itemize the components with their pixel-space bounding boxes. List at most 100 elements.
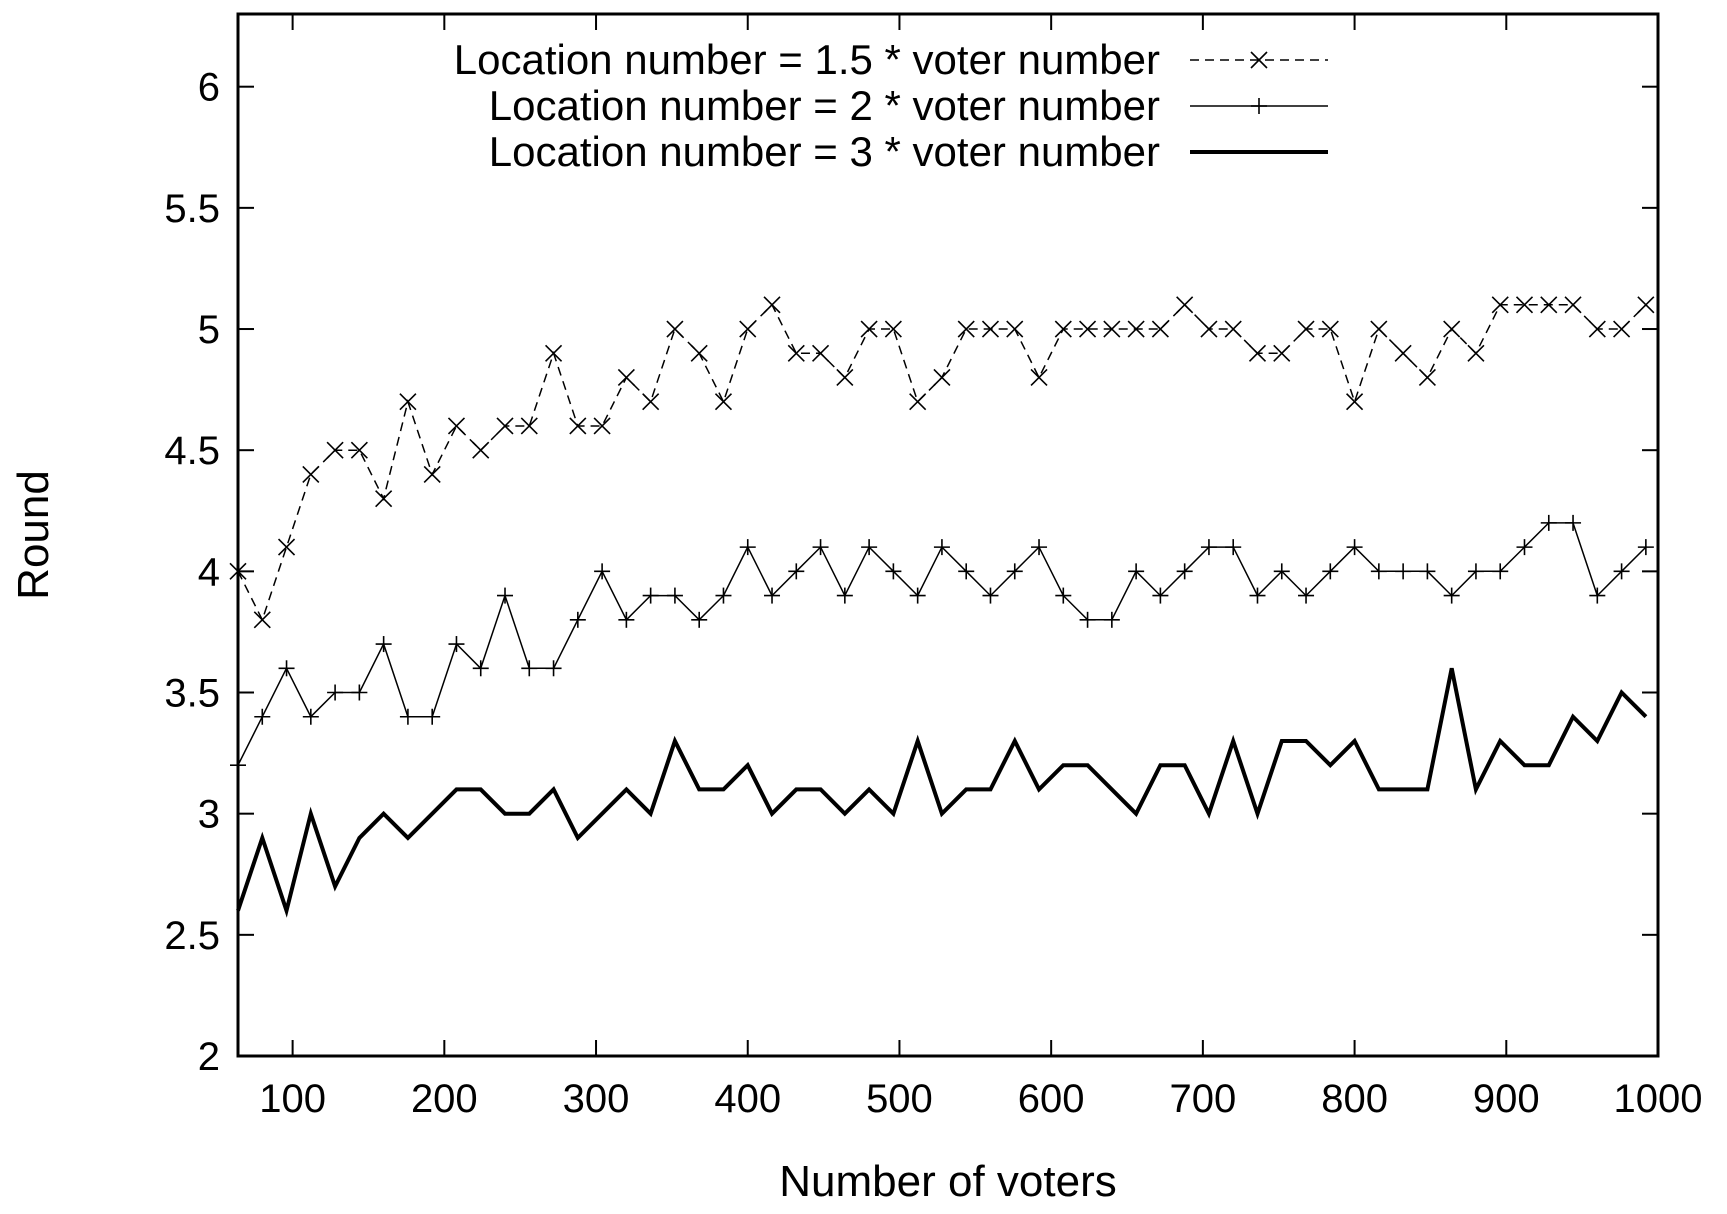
data-point <box>1249 587 1266 604</box>
data-point <box>544 344 563 362</box>
x-tick-label: 600 <box>1018 1077 1085 1121</box>
legend: Location number = 1.5 * voter numberLoca… <box>454 36 1328 175</box>
data-point <box>787 344 805 362</box>
data-point <box>326 441 344 459</box>
legend-label: Location number = 2 * voter number <box>489 82 1160 129</box>
plot-frame <box>236 12 1660 1058</box>
data-point <box>1540 514 1557 531</box>
data-point <box>884 320 902 338</box>
data-point <box>764 587 781 604</box>
data-point <box>1443 587 1460 604</box>
data-point <box>1540 296 1558 314</box>
series-layer <box>229 296 1655 918</box>
data-point <box>1515 296 1534 314</box>
data-point <box>739 539 756 556</box>
data-point <box>933 539 950 556</box>
data-point <box>1467 563 1484 580</box>
data-point <box>545 660 562 677</box>
y-tick-label: 2.5 <box>164 914 220 958</box>
y-tick-label: 2 <box>198 1035 220 1079</box>
data-point <box>424 708 441 725</box>
data-point <box>909 587 926 604</box>
data-point <box>521 660 538 677</box>
data-point <box>569 417 587 435</box>
data-point <box>399 708 416 725</box>
data-point <box>278 660 295 677</box>
data-point <box>1176 296 1194 314</box>
data-point <box>617 368 635 387</box>
legend-label: Location number = 1.5 * voter number <box>454 36 1160 83</box>
data-point <box>666 320 684 338</box>
data-point <box>253 611 271 629</box>
data-point <box>715 587 732 604</box>
data-point <box>1418 368 1436 387</box>
data-point <box>1031 539 1048 556</box>
data-point <box>399 393 417 411</box>
data-point <box>1079 611 1096 628</box>
data-point <box>1370 320 1388 338</box>
data-point <box>1128 563 1145 580</box>
data-point <box>351 684 368 701</box>
x-tick-label: 200 <box>411 1077 478 1121</box>
data-point <box>1273 344 1291 362</box>
x-tick-label: 300 <box>563 1077 630 1121</box>
data-point <box>1492 563 1509 580</box>
data-point <box>1613 563 1630 580</box>
data-point <box>933 368 951 387</box>
y-tick-label: 3.5 <box>164 672 220 716</box>
data-point <box>472 660 489 677</box>
y-tick-label: 4.5 <box>164 429 220 473</box>
data-point <box>1322 563 1339 580</box>
data-point <box>593 417 611 435</box>
data-point <box>1176 563 1193 580</box>
x-tick-label: 900 <box>1473 1077 1540 1121</box>
x-tick-label: 1000 <box>1614 1077 1703 1121</box>
data-point <box>1419 563 1436 580</box>
data-point <box>375 636 392 653</box>
data-point <box>1200 539 1217 556</box>
data-point <box>254 708 271 725</box>
data-point <box>1589 587 1606 604</box>
data-point <box>1516 539 1533 556</box>
data-point <box>472 441 490 459</box>
data-point <box>1346 539 1363 556</box>
data-point <box>1273 563 1290 580</box>
x-tick-label: 700 <box>1169 1077 1236 1121</box>
data-point <box>497 587 514 604</box>
data-point <box>1395 563 1412 580</box>
data-point <box>327 684 344 701</box>
y-axis: 2 2.5 3 3.5 4 4.5 5 5.5 6 <box>164 66 1658 1079</box>
data-point <box>1152 587 1169 604</box>
data-point <box>982 587 999 604</box>
data-point <box>836 587 853 604</box>
data-point <box>1248 344 1267 362</box>
x-axis-label: Number of voters <box>779 1157 1116 1206</box>
data-point <box>1151 320 1169 338</box>
data-point <box>230 757 246 774</box>
series-3 <box>236 667 1648 918</box>
data-point <box>1613 320 1631 338</box>
data-point <box>1298 587 1315 604</box>
data-point <box>909 393 927 411</box>
data-point <box>812 539 829 556</box>
data-point <box>1127 320 1145 338</box>
y-tick-label: 4 <box>198 550 220 594</box>
data-point <box>1394 344 1412 362</box>
data-point <box>447 417 466 435</box>
series-2 <box>230 514 1654 774</box>
y-tick-label: 5.5 <box>164 187 220 231</box>
data-point <box>1200 320 1218 338</box>
legend-marker <box>1250 51 1268 69</box>
data-point <box>885 563 902 580</box>
data-point <box>788 563 805 580</box>
data-point <box>1321 320 1339 338</box>
data-point <box>350 441 368 459</box>
data-point <box>1588 320 1606 338</box>
data-point <box>1346 393 1364 411</box>
data-point <box>691 611 708 628</box>
data-point <box>957 320 975 338</box>
x-tick-label: 100 <box>259 1077 326 1121</box>
x-tick-label: 500 <box>866 1077 933 1121</box>
data-point <box>1491 296 1509 314</box>
